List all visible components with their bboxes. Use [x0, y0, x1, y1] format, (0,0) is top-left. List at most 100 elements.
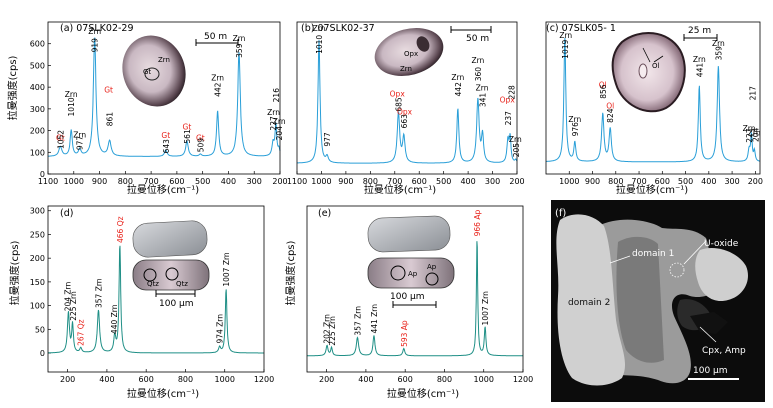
d-peak-label-0: 204 Zrn	[64, 282, 73, 312]
panel-e-grid-ticks: 200 400 600 800 1000 1200	[319, 369, 533, 384]
panel-e-spectrum-line	[307, 241, 523, 357]
c-peak-label-12: Zrn	[743, 124, 756, 133]
b-xtick-label-3: 800	[363, 177, 378, 186]
b-xtick-label-8: 300	[485, 177, 500, 186]
panel-b-frame	[296, 21, 518, 175]
a-peak-label-6: Zrn	[88, 27, 101, 36]
a-xtick-label-9: 200	[272, 177, 287, 186]
d-ytick-label-1: 50	[35, 325, 45, 334]
a-xtick-label-2: 900	[92, 177, 107, 186]
panel-e-frame	[306, 205, 524, 373]
panel-a-ylabel: 拉曼强度(cps)	[6, 55, 19, 120]
b-xtick-label-7: 400	[460, 177, 475, 186]
panel-b-scale-label: 50 m	[466, 34, 489, 44]
d-peak-label-2: 267 Qz	[76, 319, 85, 346]
a-xtick-label-8: 300	[247, 177, 262, 186]
b-peak-label-16: Zrn	[509, 135, 522, 144]
panel-f-scale-label: 100 μm	[693, 366, 728, 376]
e-xtick-label-5: 1200	[513, 375, 533, 384]
panel-e-xlabel: 拉曼位移(cm⁻¹)	[387, 387, 459, 400]
c-xtick-label-6: 400	[701, 177, 716, 186]
b-xtick-label-5: 600	[412, 177, 427, 186]
panel-a-title: (a) 07SLK02-29	[60, 23, 134, 34]
b-xtick-label-6: 500	[436, 177, 451, 186]
b-xtick-label-0: 1100	[287, 177, 307, 186]
panel-d-title: (d)	[60, 208, 73, 219]
a-peak-label-21: 227	[269, 116, 278, 131]
b-peak-label-14: 237	[504, 111, 513, 126]
panel-c-spectrum-line	[546, 37, 760, 163]
c-peak-label-2: Zrn	[568, 115, 581, 124]
panel-b-grain-image: Opx Zrn	[374, 28, 444, 76]
a-peak-label-15: 509	[196, 138, 205, 153]
panel-f-domain2-label: domain 2	[568, 298, 610, 308]
d-ytick-label-3: 150	[30, 278, 45, 287]
a-xtick-label-5: 600	[169, 177, 184, 186]
panel-c-frame	[545, 21, 761, 175]
panel-d-grid-ticks: 200 400 600 800 1000 1200 0 50 100 150 200 250 300	[30, 207, 274, 384]
d-xtick-label-5: 1200	[254, 375, 274, 384]
d-peak-label-6: 974 Zrn	[216, 314, 225, 344]
b-peak-label-0: Zrn	[313, 24, 326, 33]
panel-a-scale-label: 50 m	[204, 32, 227, 42]
a-xtick-label-7: 400	[221, 177, 236, 186]
c-peak-label-13: 227	[745, 128, 754, 143]
e-peak-label-6: 1007 Zrn	[481, 291, 490, 326]
a-peak-label-3: 1010	[67, 97, 76, 116]
panel-c-xlabel: 拉曼位移(cm⁻¹)	[616, 183, 688, 196]
panel-b-xlabel: 拉曼位移(cm⁻¹)	[364, 183, 436, 196]
b-peak-label-6: 663	[400, 114, 409, 129]
c-xtick-label-4: 600	[655, 177, 670, 186]
e-peak-label-3: 441 Zrn	[370, 304, 379, 334]
a-peak-label-20: Zrn	[267, 108, 280, 117]
b-peak-label-3: Opx	[390, 89, 406, 98]
panel-b-title: (b) 07SLK02-37	[301, 23, 375, 34]
b-peak-label-5: Opx	[397, 108, 413, 117]
a-peak-label-14: Gt	[196, 133, 205, 142]
b-xtick-label-1: 1000	[311, 177, 331, 186]
a-peak-label-0: Gt	[56, 133, 65, 142]
a-xtick-label-1: 1000	[64, 177, 84, 186]
panel-a-image-label-zrn: Zrn	[158, 56, 170, 64]
panel-b-raman-chart: 1100 1000 900 800 700 600 500 400 300 200 Zrn 1010…	[287, 21, 525, 196]
panel-b-scale-bar: 50 m	[450, 26, 492, 44]
b-xtick-label-9: 200	[509, 177, 524, 186]
panel-c-grain-image: Ol	[611, 31, 686, 113]
b-peak-label-4: 685	[394, 97, 403, 112]
panel-f-label: (f)	[555, 208, 566, 219]
panel-b-image-label-opx: Opx	[404, 50, 418, 58]
a-ytick-label-6: 600	[30, 40, 45, 49]
e-peak-label-1: 225 Zrn	[328, 316, 337, 346]
panel-d-ylabel: 拉曼强度(cps)	[8, 240, 21, 305]
e-xtick-label-2: 600	[398, 375, 413, 384]
panel-d-spectrum-line	[48, 245, 264, 354]
panel-b-peak-annotations: Zrn1010977Opx685Opx663Zrn442Zrn360Zrn341…	[313, 24, 522, 157]
d-ytick-label-5: 250	[30, 230, 45, 239]
b-peak-label-12: 341	[479, 93, 488, 108]
d-peak-label-3: 357 Zrn	[94, 278, 103, 308]
panel-d-image-label-qtz1: Qtz	[147, 280, 159, 288]
c-xtick-label-0: 1000	[559, 177, 579, 186]
panel-d-xlabel: 拉曼位移(cm⁻¹)	[127, 387, 199, 400]
c-peak-label-5: 856	[599, 84, 608, 99]
panel-d-raman-chart: 200 400 600 800 1000 1200 0 50 100 150 200 250 300 2…	[8, 205, 274, 400]
panel-d-frame	[47, 205, 265, 373]
panel-d-image-label-qtz2: Qtz	[176, 280, 188, 288]
a-peak-label-19: 359	[235, 43, 244, 58]
b-peak-label-10: 360	[474, 67, 483, 82]
a-peak-label-8: Gt	[104, 86, 113, 95]
b-peak-label-1: 1010	[315, 35, 324, 54]
panel-a-xlabel: 拉曼位移(cm⁻¹)	[127, 183, 199, 196]
a-xtick-label-6: 500	[195, 177, 210, 186]
a-peak-label-16: Zrn	[211, 74, 224, 83]
c-xtick-label-7: 300	[724, 177, 739, 186]
b-peak-label-17: 205	[512, 143, 521, 158]
d-xtick-label-4: 1000	[215, 375, 235, 384]
a-peak-label-2: Zrn	[65, 90, 78, 99]
d-ytick-label-2: 100	[30, 302, 45, 311]
panel-c-peak-annotations: Zrn1019Zrn976Ol856Ol824Zrn441Zrn359Zrn22…	[559, 31, 761, 143]
c-peak-label-16: 204	[751, 127, 760, 142]
